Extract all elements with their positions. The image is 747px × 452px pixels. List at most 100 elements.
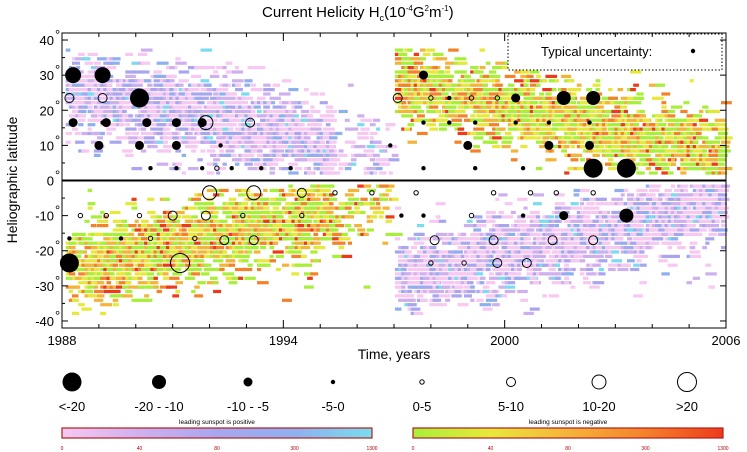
heatmap-cell	[81, 307, 92, 311]
heatmap-cell	[539, 259, 545, 263]
heatmap-cell	[680, 228, 685, 232]
heatmap-cell	[213, 289, 222, 294]
heatmap-cell	[601, 210, 608, 215]
heatmap-cell	[670, 215, 677, 219]
heatmap-cell	[125, 118, 137, 122]
heatmap-cell	[636, 127, 641, 131]
heatmap-cell	[275, 267, 281, 272]
heatmap-cell	[310, 215, 316, 219]
heatmap-cell	[554, 193, 565, 197]
heatmap-cell	[206, 162, 217, 166]
heatmap-cell	[100, 276, 112, 280]
heatmap-cell	[579, 232, 586, 236]
heatmap-cell	[633, 127, 638, 131]
heatmap-cell	[112, 232, 124, 236]
heatmap-cell	[366, 167, 377, 171]
heatmap-cell	[507, 259, 513, 263]
heatmap-cell	[300, 263, 312, 267]
heatmap-cell	[548, 149, 553, 153]
heatmap-cell	[517, 219, 527, 223]
heatmap-cell	[250, 149, 262, 153]
heatmap-cell	[72, 57, 77, 61]
heatmap-cell	[316, 118, 326, 122]
heatmap-cell	[369, 136, 374, 140]
heatmap-cell	[595, 109, 603, 114]
helicity-circle-filled	[421, 166, 426, 171]
colorbar-tick-label: 1300	[366, 446, 377, 452]
heatmap-cell	[470, 114, 476, 118]
heatmap-cell	[470, 79, 475, 83]
heatmap-cell	[112, 285, 118, 289]
heatmap-cell	[250, 83, 256, 87]
heatmap-cell	[354, 145, 361, 149]
heatmap-cell	[150, 92, 160, 96]
heatmap-cell	[617, 101, 625, 105]
heatmap-cell	[570, 92, 577, 96]
heatmap-cell	[526, 228, 535, 232]
heatmap-cell	[253, 250, 261, 254]
heatmap-cell	[203, 136, 209, 140]
heatmap-cell	[288, 184, 293, 188]
heatmap-cell	[188, 96, 193, 100]
heatmap-cell	[329, 206, 340, 210]
heatmap-cell	[567, 79, 574, 83]
heatmap-cell	[354, 206, 360, 210]
heatmap-cell	[416, 109, 425, 114]
heatmap-cell	[504, 281, 510, 285]
heatmap-cell	[137, 263, 149, 267]
heatmap-cell	[147, 224, 154, 228]
heatmap-cell	[140, 48, 153, 52]
heatmap-cell	[608, 145, 613, 149]
heatmap-cell	[90, 224, 97, 228]
heatmap-cell	[140, 250, 147, 254]
heatmap-cell	[442, 241, 451, 245]
heatmap-cell	[548, 294, 560, 298]
heatmap-cell	[501, 259, 511, 263]
heatmap-cell	[705, 241, 710, 245]
heatmap-cell	[438, 267, 445, 272]
heatmap-cell	[570, 105, 582, 109]
heatmap-cell	[310, 92, 319, 96]
helicity-circle-open	[198, 115, 214, 131]
heatmap-cell	[648, 131, 655, 136]
heatmap-cell	[548, 79, 558, 83]
heatmap-cell	[344, 215, 354, 219]
heatmap-cell	[667, 197, 680, 201]
heatmap-cell	[504, 131, 512, 136]
heatmap-cell	[721, 184, 730, 188]
heatmap-cell	[100, 131, 105, 136]
heatmap-cell	[639, 263, 647, 267]
y-tick-degree: °	[55, 203, 60, 218]
heatmap-cell	[636, 215, 647, 219]
heatmap-cell	[209, 140, 216, 144]
heatmap-cell	[137, 136, 146, 140]
heatmap-cell	[589, 105, 600, 109]
heatmap-cell	[391, 153, 399, 157]
heatmap-cell	[162, 127, 171, 131]
heatmap-cell	[125, 267, 131, 272]
heatmap-cell	[589, 114, 596, 118]
heatmap-cell	[206, 281, 219, 285]
heatmap-cell	[310, 241, 315, 245]
heatmap-cell	[260, 263, 271, 267]
heatmap-cell	[504, 202, 513, 206]
heatmap-cell	[109, 61, 120, 65]
heatmap-cell	[410, 311, 415, 315]
heatmap-cell	[137, 276, 143, 280]
heatmap-cell	[319, 237, 328, 241]
heatmap-cell	[391, 232, 403, 236]
heatmap-cell	[517, 276, 529, 280]
heatmap-cell	[463, 259, 470, 263]
heatmap-cell	[721, 224, 727, 228]
heatmap-cell	[162, 140, 168, 144]
heatmap-cell	[263, 92, 271, 96]
heatmap-cell	[269, 246, 275, 250]
heatmap-cell	[304, 215, 309, 219]
heatmap-cell	[545, 237, 557, 241]
heatmap-cell	[382, 193, 389, 197]
heatmap-cell	[548, 219, 553, 223]
heatmap-cell	[608, 88, 613, 92]
heatmap-cell	[426, 285, 435, 289]
helicity-circle-filled	[118, 236, 124, 241]
heatmap-cell	[263, 136, 270, 140]
